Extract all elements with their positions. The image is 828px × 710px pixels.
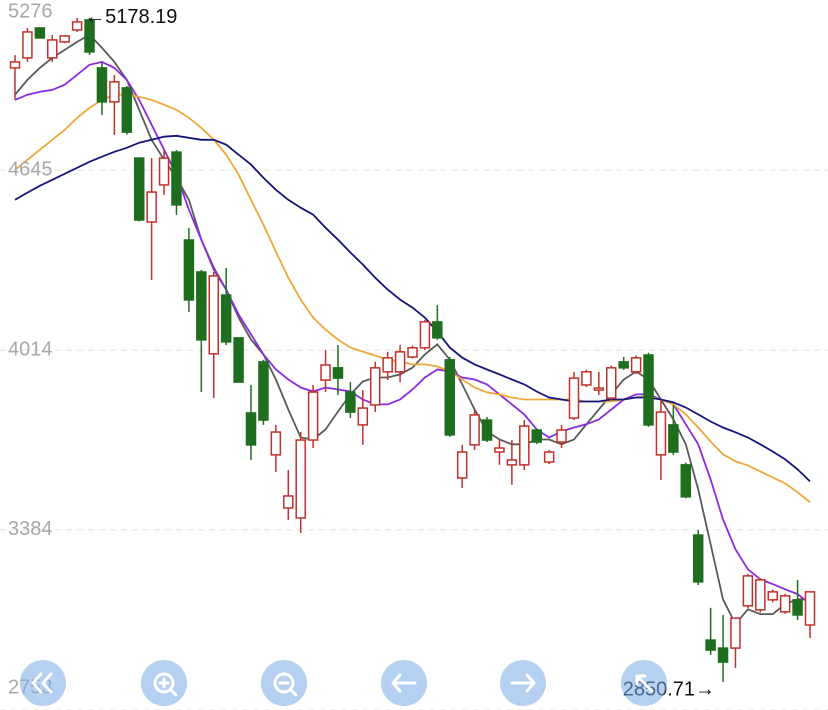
moving-average-line bbox=[14, 134, 811, 483]
candle-body bbox=[369, 367, 381, 406]
candle-body bbox=[792, 599, 803, 616]
candle-body bbox=[494, 447, 505, 453]
candle-body bbox=[307, 391, 319, 441]
max-annotation: ←5178.19 bbox=[85, 6, 177, 28]
moving-average-line bbox=[14, 93, 811, 503]
candle-body bbox=[419, 321, 431, 349]
candle-body bbox=[233, 337, 244, 383]
candle-body bbox=[71, 21, 83, 31]
candle-body bbox=[9, 61, 21, 69]
zoom-in-button[interactable] bbox=[141, 660, 187, 706]
candle-body bbox=[332, 367, 344, 379]
candle-body bbox=[668, 424, 679, 453]
candle-body bbox=[270, 431, 282, 456]
reset-button[interactable] bbox=[621, 660, 667, 706]
candle-body bbox=[444, 359, 456, 436]
candle-body bbox=[258, 361, 269, 421]
candle-body bbox=[630, 357, 642, 373]
candle-body bbox=[121, 87, 133, 133]
candle-body bbox=[320, 364, 331, 381]
candle-body bbox=[183, 239, 195, 301]
candles bbox=[9, 17, 816, 683]
moving-average-line bbox=[14, 33, 810, 626]
candle-body bbox=[96, 67, 108, 103]
candle-body bbox=[556, 429, 567, 443]
candle-body bbox=[469, 414, 480, 446]
candle-body bbox=[47, 39, 58, 59]
y-tick-label: 5276 bbox=[8, 0, 53, 22]
scroll-start-button[interactable] bbox=[20, 660, 66, 706]
candle-body bbox=[394, 351, 406, 373]
toolbar bbox=[20, 660, 667, 706]
candle-body bbox=[245, 412, 257, 446]
candle-body bbox=[133, 157, 145, 221]
candle-body bbox=[357, 407, 369, 426]
y-tick-label: 4645 bbox=[8, 158, 53, 180]
candle-body bbox=[618, 361, 629, 369]
candle-body bbox=[643, 354, 654, 426]
scroll-left-button[interactable] bbox=[381, 660, 427, 706]
candle-body bbox=[34, 27, 46, 39]
candle-body bbox=[606, 367, 617, 399]
y-tick-label: 4014 bbox=[8, 338, 53, 360]
candle-body bbox=[742, 575, 754, 607]
candle-body bbox=[295, 439, 306, 519]
moving-averages bbox=[14, 33, 811, 626]
candle-body bbox=[59, 35, 70, 43]
candle-body bbox=[655, 411, 667, 456]
candle-body bbox=[345, 391, 356, 413]
candle-body bbox=[382, 357, 393, 373]
candle-body bbox=[717, 647, 729, 663]
candle-body bbox=[407, 347, 418, 358]
candle-body bbox=[593, 387, 605, 391]
candle-body bbox=[506, 459, 518, 466]
moving-average-line bbox=[14, 60, 811, 605]
scroll-right-button[interactable] bbox=[500, 660, 546, 706]
candle-body bbox=[84, 19, 95, 53]
candle-body bbox=[730, 617, 741, 649]
candle-body bbox=[568, 377, 580, 419]
candle-body bbox=[705, 639, 716, 651]
candle-body bbox=[283, 495, 294, 509]
candle-body bbox=[146, 191, 157, 223]
candle-body bbox=[208, 275, 219, 355]
candle-body bbox=[220, 294, 232, 343]
candle-body bbox=[481, 419, 493, 441]
candle-body bbox=[109, 81, 120, 103]
candle-body bbox=[581, 371, 592, 386]
candle-body bbox=[692, 534, 704, 583]
y-tick-label: 3384 bbox=[8, 518, 53, 540]
candle-body bbox=[456, 451, 468, 479]
candle-body bbox=[779, 595, 791, 613]
candle-body bbox=[196, 271, 207, 341]
candle-body bbox=[755, 579, 766, 611]
candle-body bbox=[432, 321, 443, 339]
candle-body bbox=[767, 591, 778, 601]
candle-body bbox=[22, 31, 33, 59]
candle-body bbox=[680, 464, 692, 498]
candle-body bbox=[519, 425, 530, 466]
candle-body bbox=[158, 157, 170, 186]
zoom-out-button[interactable] bbox=[261, 660, 307, 706]
candle-body bbox=[171, 151, 182, 206]
candle-body bbox=[543, 451, 555, 463]
candle-body bbox=[531, 429, 542, 443]
candle-body bbox=[804, 591, 816, 626]
